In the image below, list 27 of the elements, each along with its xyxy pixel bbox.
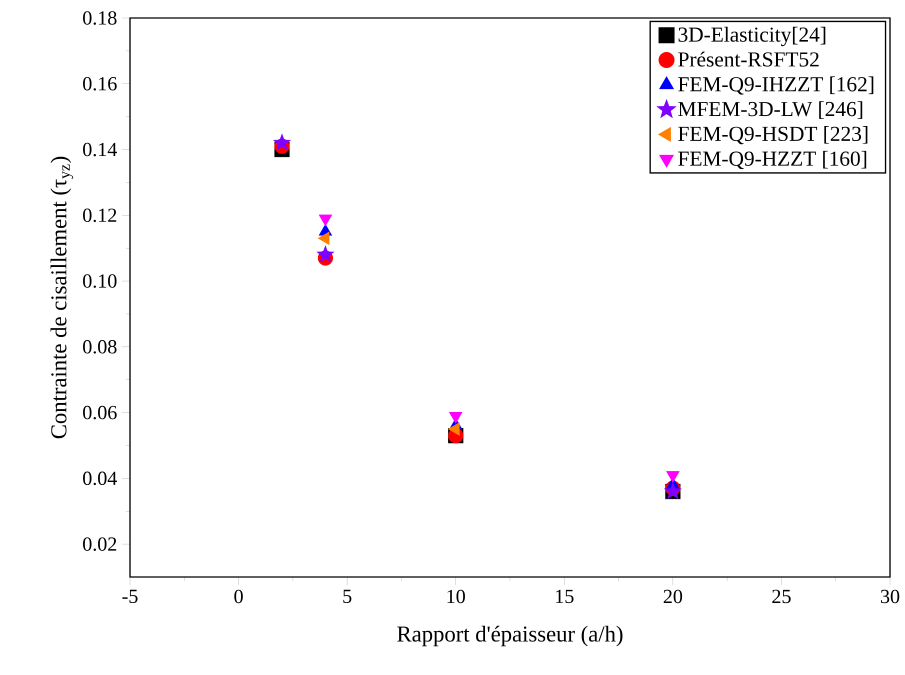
x-tick-label: 20 xyxy=(664,590,682,604)
point xyxy=(316,246,334,262)
y-tick-label: 0.10 xyxy=(83,274,117,288)
x-tick-label: 10 xyxy=(447,590,465,604)
legend-label: FEM-Q9-IHZZT [162] xyxy=(678,76,874,95)
x-tick-label: 15 xyxy=(556,590,574,604)
x-tick-label: 30 xyxy=(880,590,900,604)
legend-label: FEM-Q9-HZZT [160] xyxy=(678,150,866,170)
legend-label: MFEM-3D-LW [246] xyxy=(678,101,862,119)
x-tick-label: 5 xyxy=(343,590,352,603)
y-tick-label: 0.08 xyxy=(83,340,117,354)
y-tick-label: 0.14 xyxy=(83,142,117,156)
x-tick-label: 25 xyxy=(772,590,791,604)
y-tick-label: 0.18 xyxy=(83,11,117,25)
legend-label: Présent-RSFT52 xyxy=(678,52,819,67)
legend-label: FEM-Q9-HSDT [223] xyxy=(678,126,868,144)
y-tick-label: 0.12 xyxy=(83,208,116,222)
y-tick-label: 0.06 xyxy=(83,406,117,420)
x-tick-label: 0 xyxy=(234,590,243,604)
y-axis-title: Contrainte de cisaillement (τ$_{yz}$) xyxy=(50,156,74,438)
y-tick-label: 0.16 xyxy=(83,76,117,91)
x-axis-title: Rapport d'épaisseur (a/h) xyxy=(397,626,622,646)
point xyxy=(273,134,291,150)
y-tick-label: 0.02 xyxy=(83,537,116,551)
legend-label: 3D-Elasticity[24] xyxy=(678,26,826,46)
x-tick-label: -5 xyxy=(122,590,138,603)
y-tick-label: 0.04 xyxy=(83,472,117,486)
